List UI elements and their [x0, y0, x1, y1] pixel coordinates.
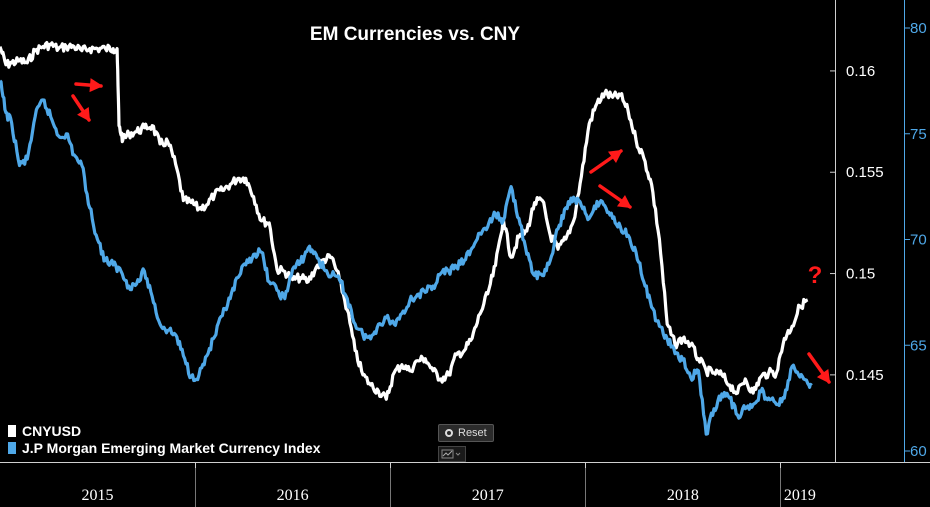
- y-right-tick-label: 60: [910, 443, 927, 460]
- question-mark-annotation: ?: [808, 262, 823, 289]
- x-tick-label: 2017: [472, 487, 504, 504]
- line-chart-icon: [441, 449, 461, 459]
- red-arrowhead-icon: [77, 106, 91, 122]
- y-left-tick-label: 0.145: [846, 367, 884, 384]
- y-right-tick-label: 75: [910, 126, 927, 143]
- series-line-cnyusd: [0, 41, 809, 401]
- y-right-tick-label: 65: [910, 337, 927, 354]
- annotations: ?: [71, 78, 831, 384]
- reset-button[interactable]: Reset: [438, 424, 494, 442]
- y-left-tick-label: 0.15: [846, 266, 875, 283]
- chart-title: EM Currencies vs. CNY: [310, 24, 520, 45]
- red-arrowhead-icon: [816, 368, 831, 384]
- y-right-tick-label: 80: [910, 20, 927, 37]
- red-arrowhead-icon: [89, 78, 103, 93]
- x-tick-label: 2015: [82, 487, 114, 504]
- legend-swatch-cnyusd: [8, 425, 16, 437]
- legend: CNYUSD J.P Morgan Emerging Market Curren…: [8, 423, 321, 456]
- y-right-tick-label: 70: [910, 232, 927, 249]
- legend-label-cnyusd: CNYUSD: [22, 423, 81, 439]
- red-arrowhead-icon: [616, 194, 632, 209]
- x-tick-label: 2018: [667, 487, 699, 504]
- y-left-tick-label: 0.155: [846, 164, 884, 181]
- legend-label-jpm-index: J.P Morgan Emerging Market Currency Inde…: [22, 440, 321, 456]
- series-line-jpm-index: [0, 79, 813, 436]
- series-lines: [0, 41, 813, 436]
- chart-type-button[interactable]: [438, 446, 466, 462]
- legend-swatch-jpm-index: [8, 442, 16, 454]
- red-arrowhead-icon: [607, 149, 623, 164]
- x-tick-label: 2016: [277, 487, 309, 504]
- reset-label: Reset: [458, 427, 487, 439]
- reset-icon: [445, 429, 453, 437]
- x-tick-label: 2019: [784, 487, 816, 504]
- y-left-tick-label: 0.16: [846, 63, 875, 80]
